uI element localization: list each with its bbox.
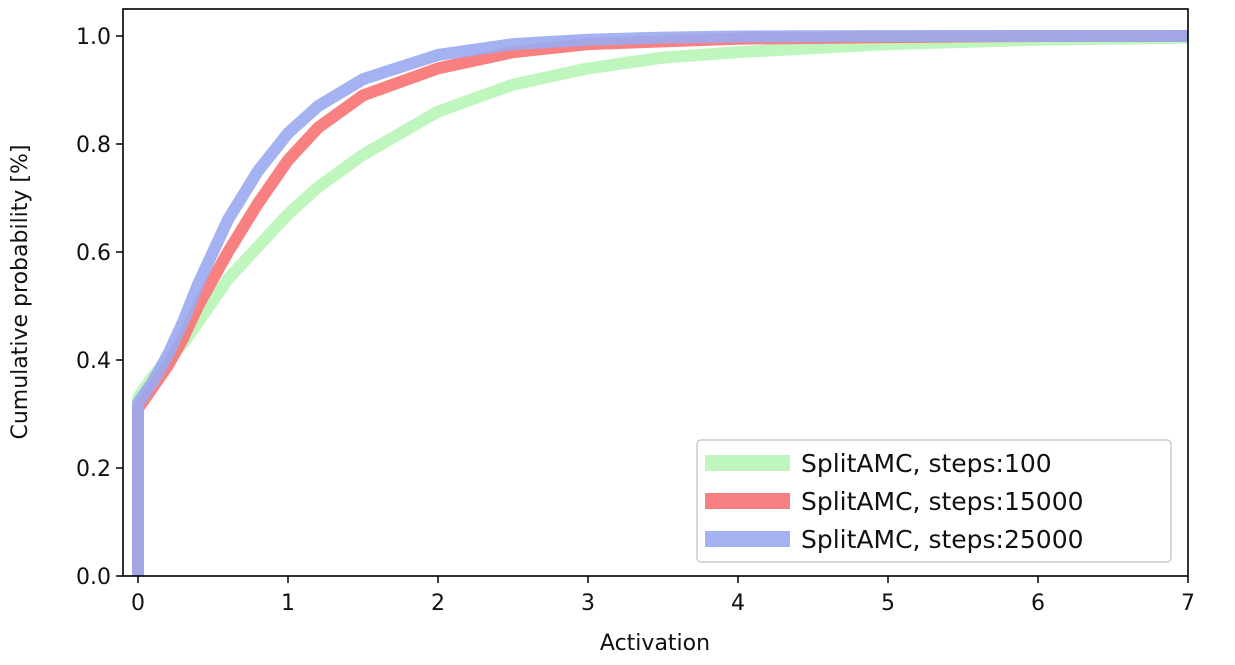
legend-label-1: SplitAMC, steps:100	[801, 449, 1052, 478]
x-tick-label: 6	[1031, 591, 1045, 616]
legend-frame	[696, 439, 1172, 563]
x-tick-label: 2	[431, 591, 445, 616]
y-tick-label: 0.6	[76, 241, 111, 266]
series-line-3	[132, 30, 1188, 576]
legend: SplitAMC, steps:100 SplitAMC, steps:15000…	[696, 439, 1172, 563]
x-axis-label: Activation	[600, 631, 710, 656]
x-tick-label: 3	[581, 591, 595, 616]
x-tick-label: 5	[881, 591, 895, 616]
y-tick-label: 0.0	[76, 565, 111, 590]
y-tick-label: 1.0	[76, 25, 111, 50]
x-tick-label: 4	[731, 591, 745, 616]
x-tick-label: 1	[281, 591, 295, 616]
series-layer	[132, 30, 1188, 576]
y-tick-label: 0.8	[76, 133, 111, 158]
legend-label-3: SplitAMC, steps:25000	[801, 525, 1084, 554]
plot-frame	[122, 8, 1189, 577]
y-tick-label: 0.2	[76, 457, 111, 482]
y-tick-label: 0.4	[76, 349, 111, 374]
legend-label-2: SplitAMC, steps:15000	[801, 487, 1084, 516]
x-tick-label: 7	[1181, 591, 1195, 616]
ticks-layer: 0 1 2 3 4 5 6 7 0.0 0.2 0.4 0.6 0.8 1.0	[76, 25, 1195, 616]
x-tick-label: 0	[131, 591, 145, 616]
y-axis-label: Cumulative probability [%]	[8, 144, 33, 439]
